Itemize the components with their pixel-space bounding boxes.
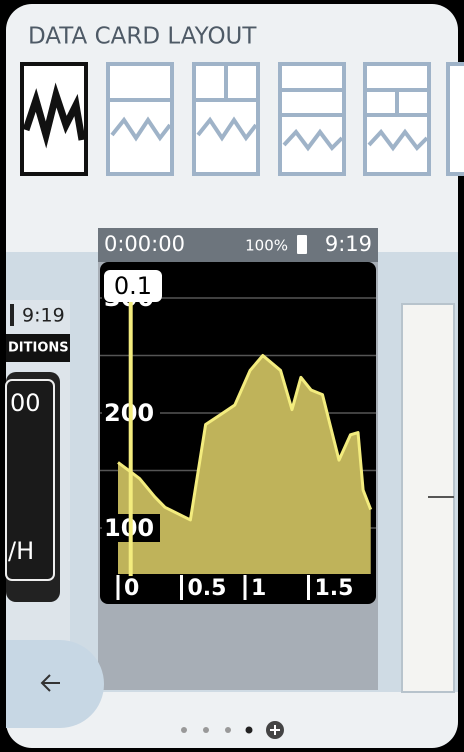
chart-overlay: 10020030000.511.50.1 bbox=[102, 270, 353, 601]
timer: 0:00:00 bbox=[104, 232, 185, 256]
prev-label-bg bbox=[6, 334, 70, 362]
layout-option-selected[interactable] bbox=[20, 62, 88, 176]
prev-card[interactable]: 9:19 DITIONS 00 /H bbox=[5, 300, 70, 692]
battery-icon bbox=[297, 235, 307, 254]
clock: 9:19 bbox=[325, 232, 372, 256]
battery-icon bbox=[10, 304, 14, 326]
prev-unit: /H bbox=[8, 537, 34, 565]
layout-option[interactable] bbox=[192, 62, 260, 176]
x-tick-label: 0.5 bbox=[188, 576, 227, 601]
x-tick-label: 1 bbox=[251, 576, 266, 601]
plot bbox=[100, 297, 376, 574]
layout-option[interactable] bbox=[278, 62, 346, 176]
layout-options bbox=[20, 62, 464, 176]
x-tick-label: 0 bbox=[124, 576, 139, 601]
prev-label: DITIONS bbox=[8, 341, 69, 356]
x-tick-label: 1.5 bbox=[315, 576, 354, 601]
cursor-label: 0.1 bbox=[114, 272, 152, 300]
layout-option[interactable] bbox=[363, 62, 431, 176]
page-indicator bbox=[181, 721, 284, 739]
header-title: DATA CARD LAYOUT bbox=[28, 24, 257, 50]
battery: 100% bbox=[245, 237, 288, 255]
layout-option[interactable] bbox=[106, 62, 174, 176]
back-button[interactable] bbox=[6, 640, 104, 728]
elevation-area bbox=[118, 355, 371, 574]
prev-value: 00 bbox=[10, 389, 41, 417]
cursor-label-bg bbox=[104, 270, 162, 302]
status-bar bbox=[98, 228, 378, 262]
prev-clock: 9:19 bbox=[22, 305, 65, 327]
elevation-line bbox=[117, 354, 373, 522]
prev-field-box bbox=[5, 379, 55, 581]
